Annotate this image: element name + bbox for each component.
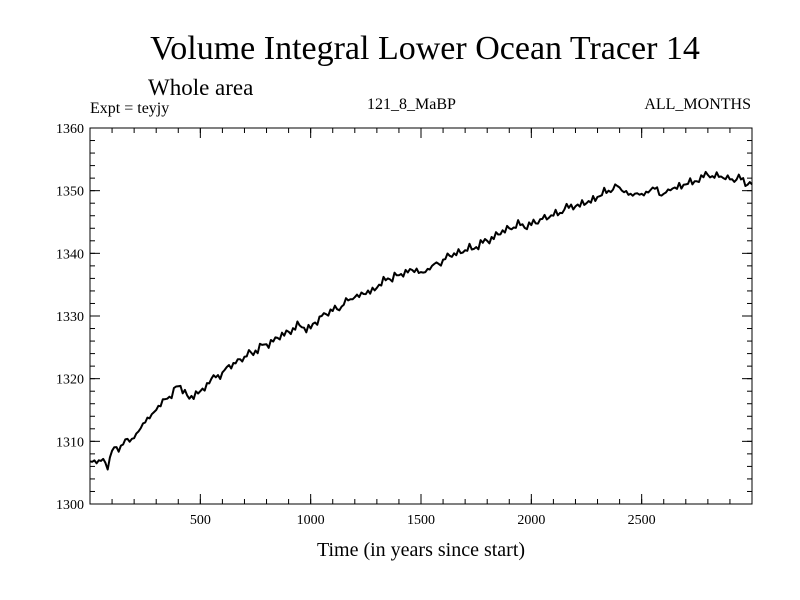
y-tick-label: 1350 — [56, 185, 84, 200]
series-group — [89, 170, 753, 471]
y-tick-label: 1300 — [56, 498, 84, 513]
series-line — [89, 170, 753, 471]
period-label: ALL_MONTHS — [644, 96, 751, 113]
y-tick-label: 1360 — [56, 122, 84, 137]
x-tick-label: 500 — [190, 513, 211, 528]
chart-subtitle: Whole area — [148, 75, 254, 100]
y-tick-label: 1330 — [56, 310, 84, 325]
experiment-label: Expt = teyjy — [90, 100, 170, 117]
run-label: 121_8_MaBP — [367, 96, 456, 113]
chart-title: Volume Integral Lower Ocean Tracer 14 — [150, 30, 700, 67]
y-tick-label: 1310 — [56, 435, 84, 450]
y-tick-label: 1340 — [56, 247, 84, 262]
x-tick-label: 1500 — [407, 513, 435, 528]
axes: 500 1000 1500 2000 2500 1300 1310 1320 1330 1340 1… — [56, 122, 752, 528]
x-axis-label: Time (in years since start) — [316, 539, 526, 561]
x-tick-label: 2500 — [628, 513, 656, 528]
y-tick-label: 1320 — [56, 373, 84, 388]
x-tick-label: 2000 — [517, 513, 545, 528]
x-tick-label: 1000 — [297, 513, 325, 528]
plot-frame — [89, 127, 753, 505]
